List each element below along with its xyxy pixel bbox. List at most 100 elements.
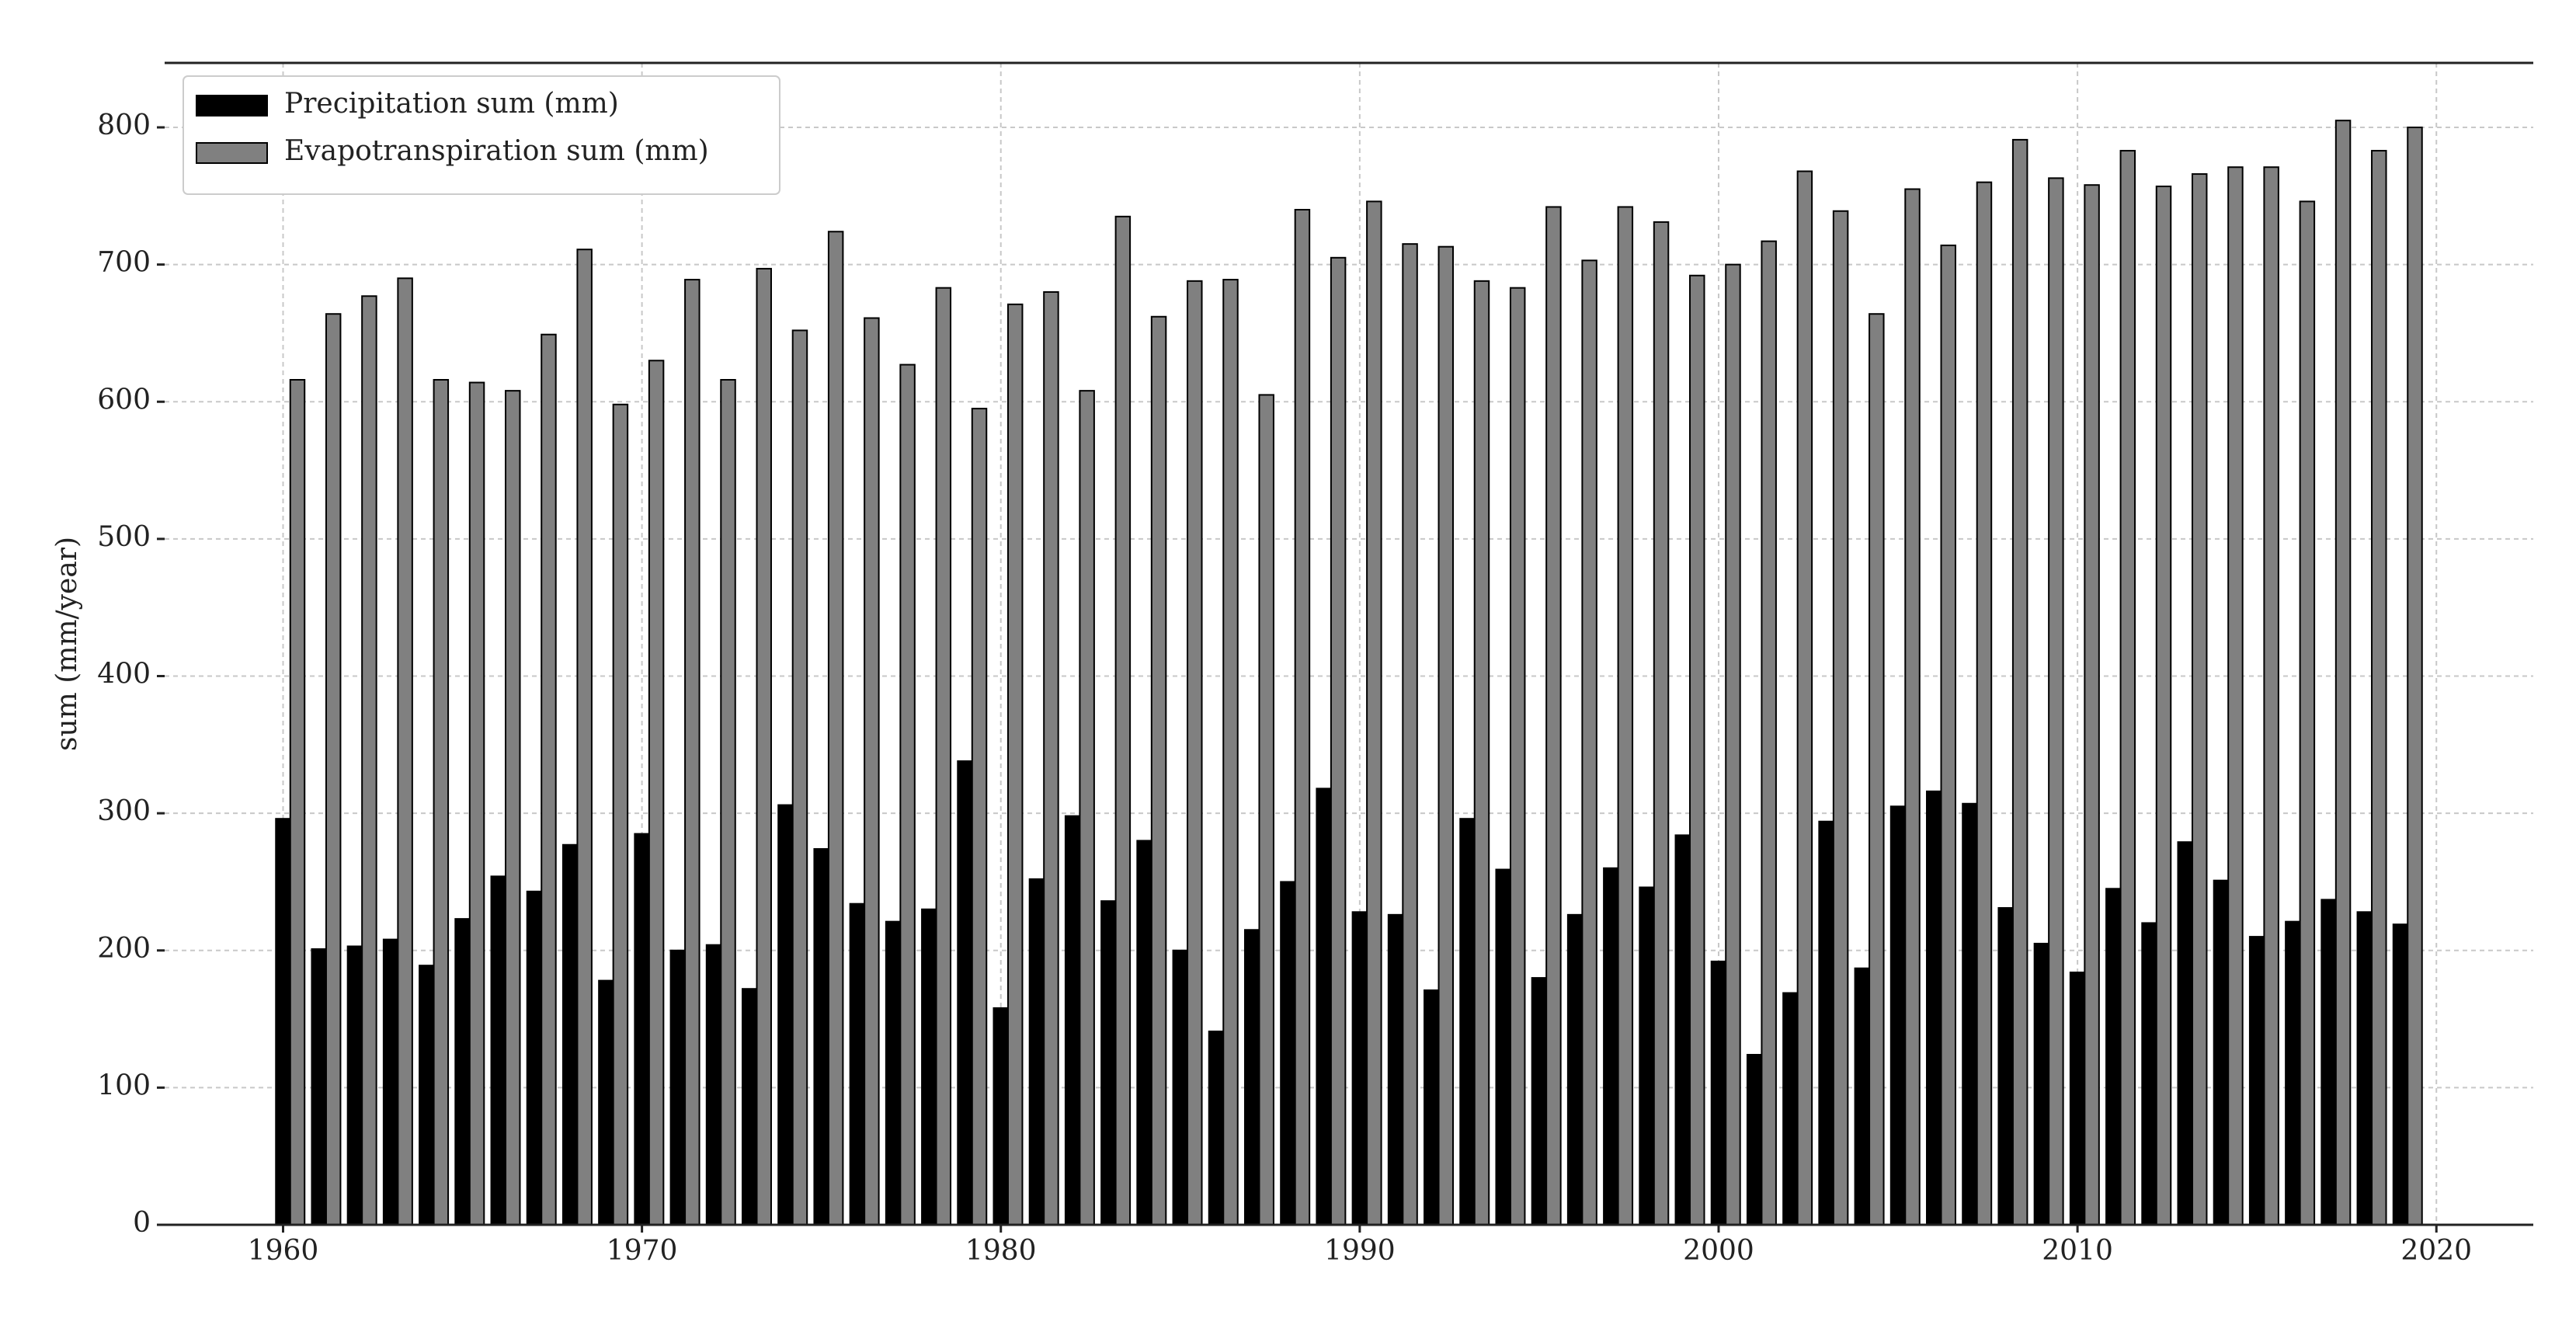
y-axis-label: sum (mm/year) (51, 537, 83, 751)
bar (899, 363, 916, 1226)
bar (921, 908, 937, 1226)
bar (275, 818, 291, 1226)
bar (382, 938, 399, 1226)
bar (2155, 185, 2172, 1226)
x-tick-label: 2020 (2400, 1235, 2472, 1267)
bar (1316, 788, 1332, 1226)
bar (756, 267, 772, 1226)
y-tick-label: 300 (97, 795, 151, 827)
bar (1761, 240, 1777, 1226)
bar (813, 848, 829, 1226)
x-tick-label: 1980 (965, 1235, 1037, 1267)
bar (454, 918, 471, 1226)
bar (1330, 256, 1347, 1226)
bar (1725, 263, 1741, 1226)
bar (2227, 166, 2244, 1226)
bar (505, 390, 521, 1226)
bar (1653, 221, 1670, 1226)
bar (1366, 200, 1382, 1226)
bar (598, 979, 614, 1226)
bar (2248, 936, 2265, 1226)
bar (2263, 166, 2279, 1226)
x-tick-label: 2010 (2042, 1235, 2113, 1267)
bar (612, 403, 629, 1226)
y-tick-label: 500 (97, 521, 151, 553)
y-tick-label: 700 (97, 247, 151, 279)
bar (1889, 805, 1907, 1226)
bar (1495, 868, 1511, 1226)
bar (1243, 929, 1260, 1226)
legend-box (183, 75, 780, 195)
bar (1603, 867, 1619, 1226)
bar (1818, 820, 1834, 1226)
bar (705, 944, 722, 1226)
bar (1136, 840, 1152, 1226)
x-tick-label: 1960 (248, 1235, 319, 1267)
bar (397, 277, 413, 1226)
bar (419, 965, 435, 1226)
bar (2392, 923, 2409, 1226)
bar (346, 945, 363, 1226)
bar (1689, 274, 1705, 1226)
bar (1006, 303, 1024, 1226)
bar (885, 920, 902, 1226)
y-tick-label: 200 (97, 933, 151, 965)
bar (576, 249, 593, 1226)
bar (1473, 280, 1490, 1226)
bar (2069, 972, 2086, 1226)
bar (1581, 259, 1597, 1226)
bar (971, 408, 988, 1226)
y-tick-label: 800 (97, 110, 151, 141)
bar (2033, 942, 2050, 1226)
bar (957, 760, 973, 1226)
bar (1187, 280, 1203, 1226)
bar (720, 379, 736, 1226)
bar (791, 329, 808, 1226)
bar (2299, 200, 2316, 1226)
legend-label: Precipitation sum (mm) (284, 88, 619, 120)
y-tick-label: 400 (97, 659, 151, 690)
bar (1531, 977, 1548, 1226)
bar (1869, 313, 1885, 1226)
bar (1509, 287, 1526, 1226)
bar (1064, 815, 1081, 1226)
bar (1402, 243, 1418, 1226)
bar (1172, 949, 1189, 1226)
bar (1100, 900, 1117, 1226)
bar (1617, 206, 1634, 1226)
bar (669, 949, 687, 1226)
bar (1782, 992, 1799, 1226)
bar (1424, 989, 1440, 1226)
bar (325, 313, 342, 1226)
bar (1832, 210, 1849, 1226)
bar (1976, 181, 1993, 1226)
bar (1940, 244, 1956, 1226)
bar (289, 379, 306, 1226)
x-tick-label: 1970 (607, 1235, 678, 1267)
legend-swatch (196, 142, 268, 164)
bar (1674, 834, 1691, 1226)
bar (2105, 888, 2122, 1226)
bar (1351, 911, 1368, 1226)
bar (1904, 188, 1921, 1226)
y-tick-label: 0 (133, 1207, 151, 1239)
bar (2356, 911, 2373, 1226)
bar (526, 890, 543, 1226)
bar (648, 360, 665, 1226)
bar (1962, 802, 1978, 1226)
bar (684, 279, 700, 1226)
bar (2177, 841, 2193, 1226)
bar (634, 833, 650, 1226)
bar (2011, 138, 2028, 1226)
bar (1926, 790, 1942, 1226)
bar (561, 843, 579, 1226)
bar (742, 988, 758, 1226)
bar (1280, 881, 1296, 1226)
bar (2371, 150, 2387, 1226)
bar (777, 804, 794, 1226)
bar (1387, 913, 1404, 1226)
bar (1079, 390, 1095, 1226)
bar (2334, 120, 2352, 1226)
bar (490, 875, 507, 1226)
